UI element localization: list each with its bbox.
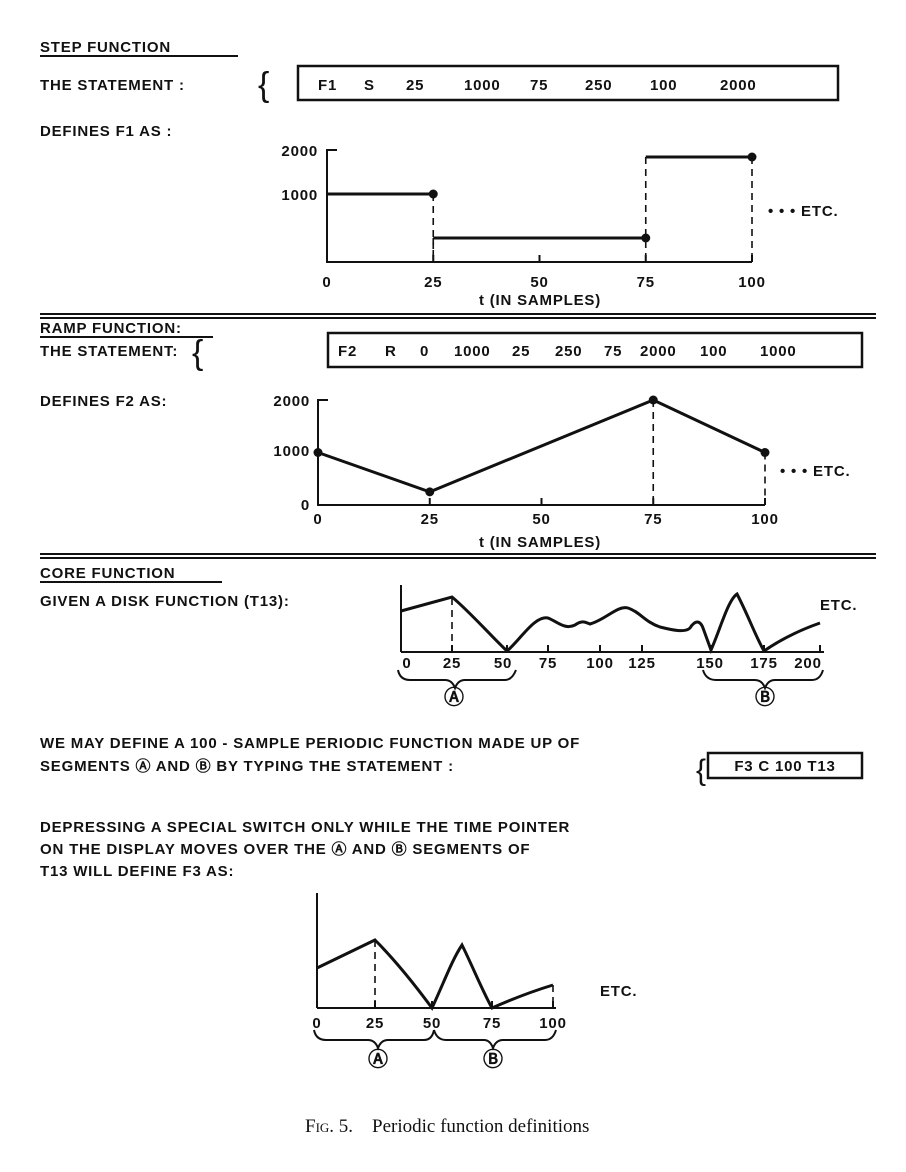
core-text-line2: SEGMENTS Ⓐ AND Ⓑ BY TYPING THE STATEMENT… bbox=[40, 757, 454, 775]
y-tick-label: 2000 bbox=[281, 143, 318, 160]
x-tick-label: 75 bbox=[483, 1015, 501, 1032]
x-tick-label: 75 bbox=[539, 655, 557, 672]
segment-b-label: Ⓑ bbox=[755, 686, 775, 709]
statement-token: 1000 bbox=[454, 343, 491, 360]
f3-result-plot: 0 25 50 75 100 Ⓐ Ⓑ bbox=[312, 893, 566, 1071]
y-tick-label: 2000 bbox=[273, 393, 310, 410]
ramp-etc: • • • ETC. bbox=[780, 463, 850, 480]
ramp-line bbox=[317, 398, 766, 494]
x-tick-label: 50 bbox=[494, 655, 512, 672]
statement-token: 75 bbox=[604, 343, 622, 360]
x-tick-label: 175 bbox=[750, 655, 777, 672]
x-tick-label: 100 bbox=[539, 1015, 566, 1032]
x-tick-label: 25 bbox=[443, 655, 461, 672]
statement-token: 1000 bbox=[464, 77, 501, 94]
segment-a-brace bbox=[397, 669, 517, 691]
x-tick-label: 100 bbox=[751, 511, 778, 528]
statement-token: 75 bbox=[530, 77, 548, 94]
step-statement: F1 S 25 1000 75 250 100 2000 bbox=[318, 77, 757, 94]
core-text-line4: ON THE DISPLAY MOVES OVER THE Ⓐ AND Ⓑ SE… bbox=[40, 840, 530, 858]
statement-token: F1 bbox=[318, 77, 337, 94]
segment-a-brace bbox=[313, 1029, 435, 1051]
statement-token: 25 bbox=[406, 77, 424, 94]
step-defines-label: DEFINES F1 AS : bbox=[40, 123, 172, 140]
brace: { bbox=[192, 334, 203, 372]
statement-token: 250 bbox=[555, 343, 582, 360]
statement-token: 0 bbox=[420, 343, 429, 360]
ramp-heading: RAMP FUNCTION: bbox=[40, 320, 182, 337]
x-tick-label: 25 bbox=[421, 511, 439, 528]
ramp-point bbox=[313, 448, 323, 457]
brace: { bbox=[696, 754, 706, 787]
step-heading: STEP FUNCTION bbox=[40, 39, 171, 56]
core-text-line3: DEPRESSING A SPECIAL SWITCH ONLY WHILE T… bbox=[40, 819, 570, 836]
segment-b-label: Ⓑ bbox=[483, 1048, 503, 1071]
ramp-statement-label: THE STATEMENT: bbox=[40, 343, 178, 360]
x-tick-label: 50 bbox=[530, 274, 548, 291]
x-tick-label: 125 bbox=[628, 655, 655, 672]
y-tick-label: 1000 bbox=[273, 443, 310, 460]
caption-text: Periodic function definitions bbox=[372, 1116, 589, 1137]
x-tick-label: 200 bbox=[794, 655, 821, 672]
y-tick-label: 1000 bbox=[281, 187, 318, 204]
core-heading: CORE FUNCTION bbox=[40, 565, 175, 582]
core-text-line1: WE MAY DEFINE A 100 - SAMPLE PERIODIC FU… bbox=[40, 735, 580, 752]
x-tick-label: 25 bbox=[424, 274, 442, 291]
ramp-xlabel: t (IN SAMPLES) bbox=[479, 534, 601, 551]
statement-token: 250 bbox=[585, 77, 612, 94]
statement-token: S bbox=[364, 77, 375, 94]
statement-token: 2000 bbox=[720, 77, 757, 94]
core-statement: F3 C 100 T13 bbox=[734, 758, 835, 775]
disk-function-curve bbox=[400, 591, 821, 654]
core-given-label: GIVEN A DISK FUNCTION (T13): bbox=[40, 593, 290, 610]
core-text-line5: T13 WILL DEFINE F3 AS: bbox=[40, 863, 234, 880]
core-etc: ETC. bbox=[820, 597, 857, 614]
core-statement-box bbox=[706, 751, 864, 780]
x-tick-label: 150 bbox=[696, 655, 723, 672]
ramp-statement: F2 R 0 1000 25 250 75 2000 100 1000 bbox=[338, 343, 797, 360]
x-tick-label: 0 bbox=[312, 1015, 321, 1032]
step-plot: 2000 1000 0 25 50 75 100 bbox=[281, 143, 765, 291]
statement-token: R bbox=[385, 343, 397, 360]
brace: { bbox=[258, 66, 269, 104]
step-etc: • • • ETC. bbox=[768, 203, 838, 220]
x-tick-label: 50 bbox=[423, 1015, 441, 1032]
step-statement-box bbox=[296, 64, 840, 102]
ramp-axes bbox=[317, 399, 765, 506]
statement-token: 1000 bbox=[760, 343, 797, 360]
step-point bbox=[641, 233, 651, 243]
x-tick-label: 100 bbox=[586, 655, 613, 672]
statement-token: F2 bbox=[338, 343, 357, 360]
statement-token: 100 bbox=[650, 77, 677, 94]
x-tick-label: 100 bbox=[738, 274, 765, 291]
statement-token: 25 bbox=[512, 343, 530, 360]
disk-function-plot: 0 25 50 75 100 125 150 175 200 Ⓐ Ⓑ bbox=[397, 585, 824, 709]
x-tick-label: 75 bbox=[637, 274, 655, 291]
step-axes bbox=[326, 149, 752, 263]
step-statement-label: THE STATEMENT : bbox=[40, 77, 185, 94]
x-tick-label: 25 bbox=[366, 1015, 384, 1032]
ramp-point bbox=[425, 487, 435, 497]
step-xlabel: t (IN SAMPLES) bbox=[479, 292, 601, 309]
x-tick-label: 0 bbox=[313, 511, 322, 528]
result-etc: ETC. bbox=[600, 983, 637, 1000]
segment-b-brace bbox=[702, 669, 824, 691]
statement-token: 2000 bbox=[640, 343, 677, 360]
ramp-defines-label: DEFINES F2 AS: bbox=[40, 393, 167, 410]
x-tick-label: 0 bbox=[402, 655, 411, 672]
x-tick-label: 75 bbox=[644, 511, 662, 528]
statement-token: 100 bbox=[700, 343, 727, 360]
x-tick-label: 0 bbox=[322, 274, 331, 291]
segment-b-brace bbox=[433, 1029, 557, 1051]
y-tick-label: 0 bbox=[301, 497, 310, 514]
x-tick-label: 50 bbox=[532, 511, 550, 528]
ramp-plot: 2000 1000 00 25 50 75 100 bbox=[273, 393, 778, 528]
segment-a-label: Ⓐ bbox=[368, 1048, 388, 1071]
f3-curve bbox=[316, 938, 554, 1011]
segment-a-label: Ⓐ bbox=[444, 686, 464, 709]
caption-label: Fig. 5. bbox=[305, 1116, 353, 1137]
ramp-statement-box bbox=[326, 331, 864, 369]
